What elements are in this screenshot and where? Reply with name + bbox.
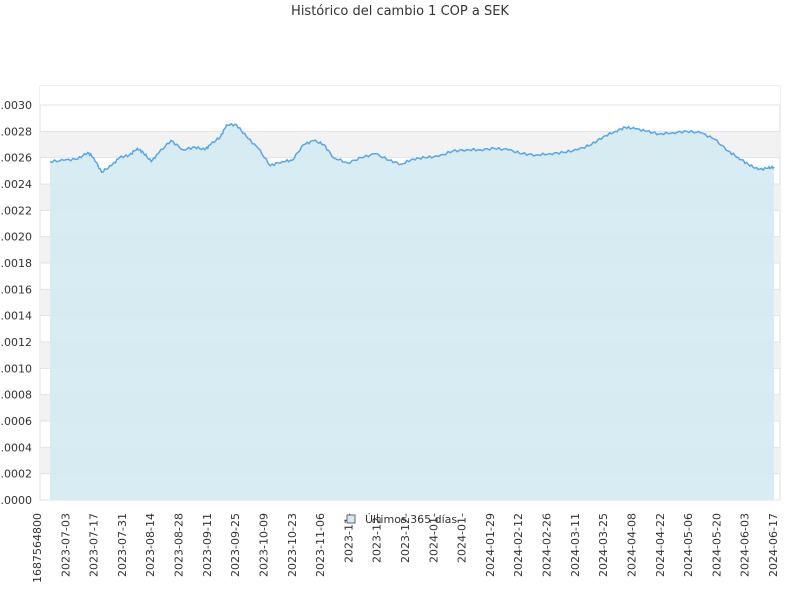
legend-label[interactable]: Últimos 365 días [365, 513, 457, 526]
y-axis-ticks: 0.0000 0.0002 0.0004 0.0006 0.0008 0.0010 0.00… [0, 99, 32, 507]
x-tick-label: 2024-06-17 [767, 513, 780, 577]
series-line [49, 122, 775, 174]
x-tick-label: 2023-07-31 [116, 513, 129, 577]
x-tick-label: 2024-01- [427, 513, 440, 563]
x-tick-label: 2023-08-14 [144, 513, 157, 577]
chart-title: Histórico del cambio 1 COP a SEK [291, 4, 509, 19]
x-tick-label: 2023-12- [399, 513, 412, 563]
x-tick-label: 2023-10-23 [286, 513, 299, 577]
y-tick-label: 0.0010 [0, 362, 32, 375]
legend-swatch[interactable] [346, 514, 356, 524]
x-tick-label: 2024-01- [456, 513, 469, 563]
y-tick-label: 0.0030 [0, 99, 32, 112]
x-tick-label: 2024-05-06 [682, 513, 695, 577]
x-tick-label: 2023-11-06 [314, 513, 327, 577]
y-tick-label: 0.0004 [0, 441, 32, 454]
x-tick-label: 2024-04-22 [654, 513, 667, 577]
x-tick-label: 2023-11- [342, 513, 355, 563]
x-tick-label: 2024-03-25 [597, 513, 610, 577]
y-tick-label: 0.0020 [0, 231, 32, 244]
y-tick-label: 0.0008 [0, 389, 32, 402]
y-tick-label: 0.0006 [0, 415, 32, 428]
y-tick-label: 0.0024 [0, 178, 32, 191]
y-tick-label: 0.0026 [0, 152, 32, 165]
y-tick-label: 0.0018 [0, 257, 32, 270]
grid-band-top [40, 86, 780, 105]
x-tick-label: 2024-06-03 [739, 513, 752, 577]
x-tick-label: 2023-07-03 [59, 513, 72, 577]
x-tick-label: 2023-10-09 [257, 513, 270, 577]
series-area [50, 123, 774, 500]
x-tick-label: 2024-02-26 [541, 513, 554, 577]
y-tick-label: 0.0028 [0, 125, 32, 138]
y-tick-label: 0.0002 [0, 468, 32, 481]
y-tick-label: 0.0000 [0, 494, 32, 507]
y-tick-label: 0.0016 [0, 283, 32, 296]
x-tick-label: 2024-02-12 [512, 513, 525, 577]
x-tick-label: 2024-01-29 [484, 513, 497, 577]
x-tick-label: 2023-09-25 [229, 513, 242, 577]
x-tick-label: 2024-03-11 [569, 513, 582, 577]
x-tick-label: 1687564800 [31, 513, 44, 583]
y-tick-label: 0.0012 [0, 336, 32, 349]
x-tick-label: 2023-08-28 [173, 513, 186, 577]
legend[interactable]: Últimos 365 días [346, 513, 457, 526]
x-tick-label: 2024-04-08 [625, 513, 638, 577]
x-axis-ticks: 1687564800 2023-07-03 2023-07-17 2023-07-31… [31, 513, 780, 583]
x-tick-label: 2023-07-17 [88, 513, 101, 577]
y-tick-label: 0.0022 [0, 204, 32, 217]
x-tick-label: 2023-12- [371, 513, 384, 563]
x-tick-label: 2024-05-20 [710, 513, 723, 577]
x-tick-label: 2023-09-11 [201, 513, 214, 577]
y-tick-label: 0.0014 [0, 310, 32, 323]
